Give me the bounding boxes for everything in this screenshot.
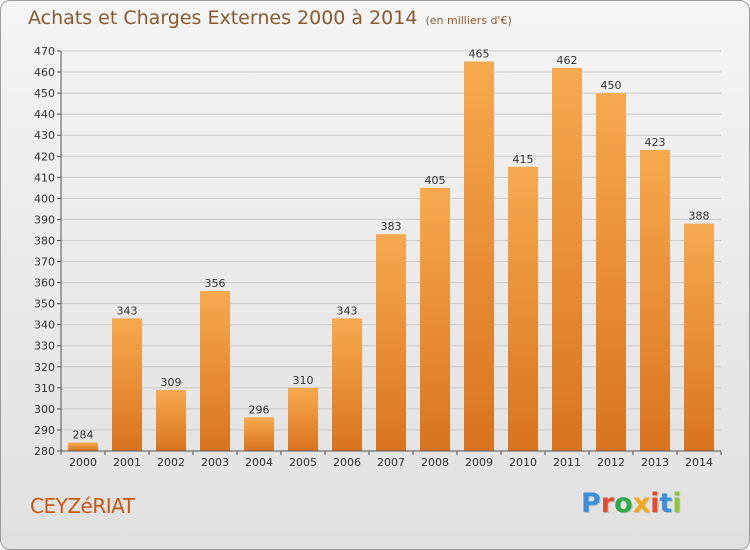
data-label-2005: 310: [293, 374, 314, 387]
data-label-2010: 415: [513, 153, 534, 166]
data-label-2013: 423: [645, 136, 666, 149]
y-tick-label: 380: [34, 234, 55, 247]
y-tick-label: 310: [34, 382, 55, 395]
y-tick-label: 330: [34, 340, 55, 353]
x-tick-label: 2009: [465, 456, 493, 469]
y-tick-label: 300: [34, 403, 55, 416]
bar-2014: [684, 223, 714, 451]
y-tick-label: 440: [34, 108, 55, 121]
x-axis: 2000 2001 2002 2003 2004 2005 2006 2007 2008 2009…: [60, 450, 722, 469]
data-label-2004: 296: [249, 403, 270, 416]
data-label-2011: 462: [557, 54, 578, 67]
data-labels: 284 343 309 356 296 310 343 383 405 465 415 462 450 4…: [73, 48, 710, 442]
x-tick-label: 2014: [685, 456, 713, 469]
data-label-2007: 383: [381, 220, 402, 233]
logo-letter: P: [581, 488, 601, 519]
title-text: Achats et Charges Externes 2000 à 2014: [28, 7, 418, 29]
bar-2001: [112, 318, 142, 451]
bar-2004: [244, 417, 274, 451]
logo-letter: i: [672, 488, 682, 519]
x-tick-label: 2011: [553, 456, 581, 469]
y-tick-label: 360: [34, 277, 55, 290]
x-tick-label: 2012: [597, 456, 625, 469]
bar-2010: [508, 166, 538, 451]
y-tick-label: 340: [34, 319, 55, 332]
data-label-2006: 343: [337, 304, 358, 317]
data-label-2001: 343: [117, 304, 138, 317]
y-tick-label: 460: [34, 66, 55, 79]
data-label-2014: 388: [689, 210, 710, 223]
x-tick-label: 2008: [421, 456, 449, 469]
y-tick-label: 350: [34, 298, 55, 311]
bar-2007: [376, 234, 406, 451]
x-tick-label: 2007: [377, 456, 405, 469]
commune-name: CEYZéRIAT: [30, 494, 135, 518]
bar-2013: [640, 149, 670, 451]
bar-2012: [596, 93, 626, 452]
bar-2011: [552, 67, 582, 451]
data-label-2003: 356: [205, 277, 226, 290]
y-tick-label: 280: [34, 445, 55, 458]
x-tick-label: 2010: [509, 456, 537, 469]
bar-2000: [68, 442, 98, 451]
y-tick-label: 430: [34, 129, 55, 142]
bar-2009: [464, 61, 494, 452]
bar-2008: [420, 187, 450, 451]
x-tick-label: 2006: [333, 456, 361, 469]
data-label-2008: 405: [425, 174, 446, 187]
x-tick-label: 2000: [69, 456, 97, 469]
x-tick-label: 2005: [289, 456, 317, 469]
y-tick-label: 450: [34, 87, 55, 100]
data-label-2002: 309: [161, 376, 182, 389]
logo-letter: t: [659, 488, 673, 519]
chart-title: Achats et Charges Externes 2000 à 2014 (e…: [28, 7, 512, 29]
y-axis: 280 290 300 310 320 330 340 350 360 370 380 390 400 4…: [34, 45, 62, 458]
y-tick-label: 370: [34, 256, 55, 269]
y-tick-label: 390: [34, 213, 55, 226]
bar-2002: [156, 389, 186, 451]
bars: [68, 61, 714, 452]
data-label-2012: 450: [601, 79, 622, 92]
y-tick-label: 420: [34, 150, 55, 163]
logo-letter: x: [632, 488, 651, 519]
y-tick-label: 410: [34, 171, 55, 184]
x-tick-label: 2004: [245, 456, 273, 469]
logo-letter: o: [614, 488, 633, 519]
x-tick-label: 2013: [641, 456, 669, 469]
y-tick-label: 320: [34, 361, 55, 374]
logo-letter: r: [600, 488, 615, 519]
y-tick-label: 470: [34, 45, 55, 58]
x-tick-label: 2001: [113, 456, 141, 469]
bar-2003: [200, 291, 230, 451]
logo-letter: i: [650, 488, 660, 519]
proxiti-logo[interactable]: Proxiti: [581, 488, 682, 519]
data-label-2009: 465: [469, 48, 490, 61]
chart-subtitle: (en milliers d'€): [425, 14, 512, 27]
x-tick-label: 2002: [157, 456, 185, 469]
data-label-2000: 284: [73, 429, 94, 442]
bar-2006: [332, 318, 362, 451]
y-tick-label: 400: [34, 192, 55, 205]
x-tick-label: 2003: [201, 456, 229, 469]
bar-2005: [288, 387, 318, 451]
y-tick-label: 290: [34, 424, 55, 437]
